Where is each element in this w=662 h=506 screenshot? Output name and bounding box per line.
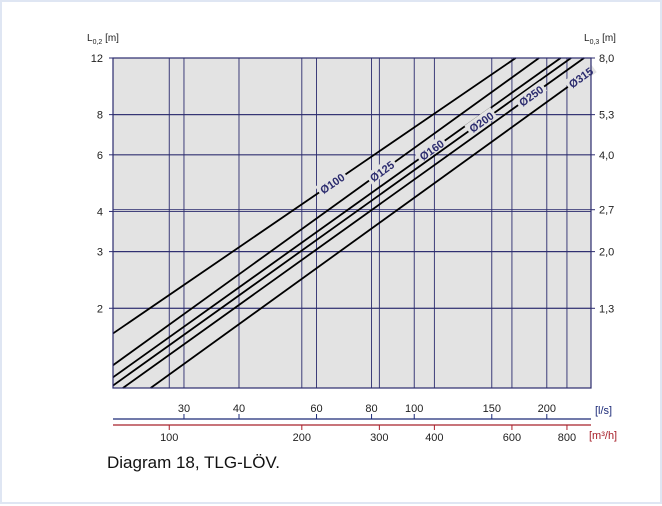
y-axis-left-label: L0,2 [m]: [87, 33, 119, 46]
x-tick-label: 60: [310, 403, 322, 415]
series-label-background: [563, 62, 597, 91]
x-secondary-tick-label: 400: [425, 432, 443, 444]
y-left-tick-label: 4: [97, 206, 103, 218]
x-tick-label: 100: [405, 403, 423, 415]
y-right-tick-label: 2,0: [599, 247, 614, 259]
series-line: [112, 57, 540, 366]
series-lines: [112, 57, 592, 389]
y-left-tick-label: 2: [97, 303, 103, 315]
y-left-tick-label: 3: [97, 247, 103, 259]
series-label-background: [464, 107, 498, 136]
y-right-tick-label: 5,3: [599, 110, 614, 122]
y-right-tick-label: 8,0: [599, 53, 614, 65]
x-secondary-tick-label: 800: [558, 432, 576, 444]
series-line: [122, 57, 585, 389]
x-tick-label: 30: [178, 403, 190, 415]
series-label-background: [364, 156, 398, 185]
y-axis-right-label: L0,3 [m]: [584, 33, 616, 46]
x-tick-label: 80: [365, 403, 377, 415]
y-right-tick-label: 4,0: [599, 150, 614, 162]
axes: 2 3 4 6 8 12 1,3 2,0 2,7 4,0 5,3 8,0 30 40 60 80 100 150 2…: [91, 53, 615, 444]
x-tick-label: 40: [233, 403, 245, 415]
x-secondary-tick-label: 100: [160, 432, 178, 444]
y-right-tick-label: 1,3: [599, 303, 614, 315]
series-label-background: [514, 80, 548, 110]
y-left-tick-label: 12: [91, 53, 103, 65]
series-line: [112, 57, 572, 387]
x-axis-secondary-unit-label: [m³/h]: [589, 430, 617, 442]
y-left-tick-label: 8: [97, 110, 103, 122]
y-right-tick-label: 2,7: [599, 205, 614, 217]
x-secondary-tick-label: 200: [293, 432, 311, 444]
diagram-caption: Diagram 18, TLG-LÖV.: [107, 453, 280, 472]
series-label-background: [414, 134, 448, 164]
series-line: [150, 69, 592, 389]
plot-border: [112, 57, 592, 389]
x-secondary-tick-label: 600: [503, 432, 521, 444]
series-line: [112, 57, 517, 335]
series-label-background: [315, 168, 349, 197]
x-axis-unit-label: [l/s]: [595, 405, 612, 417]
x-secondary-tick-label: 300: [370, 432, 388, 444]
x-tick-label: 150: [483, 403, 501, 415]
y-left-tick-label: 6: [97, 150, 103, 162]
x-tick-label: 200: [538, 403, 556, 415]
